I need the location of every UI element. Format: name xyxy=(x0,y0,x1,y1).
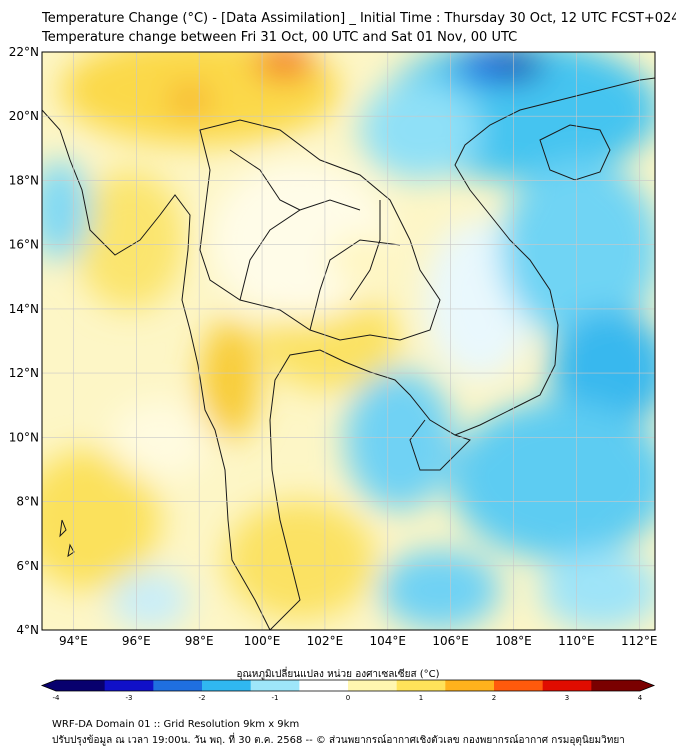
colorbar-min-arrow xyxy=(42,680,56,691)
lat-label: 6°N xyxy=(16,559,39,573)
footer-model-info: WRF-DA Domain 01 :: Grid Resolution 9km … xyxy=(52,719,300,730)
lon-label: 100°E xyxy=(244,634,281,648)
colorbar-swatch xyxy=(396,680,446,691)
colorbar-tick-label: 2 xyxy=(492,694,496,702)
colorbar-swatch xyxy=(56,680,106,691)
colorbar-label: อุณหภูมิเปลี่ยนแปลง หน่วย องศาเซลเซียส (… xyxy=(236,669,440,680)
lat-label: 10°N xyxy=(9,430,39,444)
temperature-change-map: 22°N 20°N 18°N 16°N 14°N 12°N 10°N 8°N 6°N 4°N 94… xyxy=(9,45,658,702)
latitude-labels: 22°N 20°N 18°N 16°N 14°N 12°N 10°N 8°N 6°N 4°N xyxy=(9,45,39,637)
longitude-labels: 94°E 96°E 98°E 100°E 102°E 104°E 106°E 108°E 110… xyxy=(59,634,658,648)
lat-label: 14°N xyxy=(9,302,39,316)
lon-label: 94°E xyxy=(59,634,88,648)
lon-label: 110°E xyxy=(558,634,595,648)
lon-label: 98°E xyxy=(185,634,214,648)
colorbar-tick-label: 0 xyxy=(346,694,350,702)
colorbar-swatch xyxy=(153,680,203,691)
colorbar-tick-label: -1 xyxy=(272,694,279,702)
lat-label: 20°N xyxy=(9,109,39,123)
lon-label: 112°E xyxy=(621,634,658,648)
colorbar-tick-label: 3 xyxy=(565,694,569,702)
lon-label: 108°E xyxy=(495,634,532,648)
colorbar xyxy=(40,679,656,692)
lat-label: 22°N xyxy=(9,45,39,59)
colorbar-tick-label: 1 xyxy=(419,694,423,702)
colorbar-swatch xyxy=(299,680,349,691)
colorbar-tick-label: -2 xyxy=(199,694,206,702)
colorbar-tick-label: -4 xyxy=(53,694,61,702)
temperature-field xyxy=(42,52,655,630)
lon-label: 102°E xyxy=(307,634,344,648)
lat-label: 12°N xyxy=(9,366,39,380)
map-frame xyxy=(41,51,656,631)
colorbar-tick-label: -3 xyxy=(126,694,133,702)
lat-label: 16°N xyxy=(9,238,39,252)
footer-credits: ปรับปรุงข้อมูล ณ เวลา 19:00น. วัน พฤ. ที… xyxy=(52,735,625,746)
colorbar-swatch xyxy=(250,680,300,691)
lat-label: 18°N xyxy=(9,173,39,187)
lat-label: 8°N xyxy=(16,495,39,509)
colorbar-swatch xyxy=(542,680,592,691)
colorbar-swatch xyxy=(202,680,252,691)
colorbar-swatch xyxy=(494,680,544,691)
colorbar-outline xyxy=(40,679,656,692)
lon-label: 96°E xyxy=(122,634,151,648)
colorbar-ticks: -4 -3 -2 -1 0 1 2 3 4 xyxy=(53,694,643,702)
map-subtitle: Temperature change between Fri 31 Oct, 0… xyxy=(42,30,518,45)
lat-label: 4°N xyxy=(16,623,39,637)
map-title: Temperature Change (°C) - [Data Assimila… xyxy=(42,11,676,26)
lon-label: 104°E xyxy=(370,634,407,648)
colorbar-max-arrow xyxy=(640,680,654,691)
coastlines xyxy=(42,77,655,630)
lon-label: 106°E xyxy=(432,634,469,648)
colorbar-swatch xyxy=(348,680,398,691)
colorbar-tick-label: 4 xyxy=(638,694,643,702)
colorbar-swatch xyxy=(591,680,641,691)
colorbar-swatch xyxy=(445,680,495,691)
colorbar-swatch xyxy=(104,680,154,691)
map-figure: 22°N 20°N 18°N 16°N 14°N 12°N 10°N 8°N 6°N 4°N 94… xyxy=(9,45,658,702)
